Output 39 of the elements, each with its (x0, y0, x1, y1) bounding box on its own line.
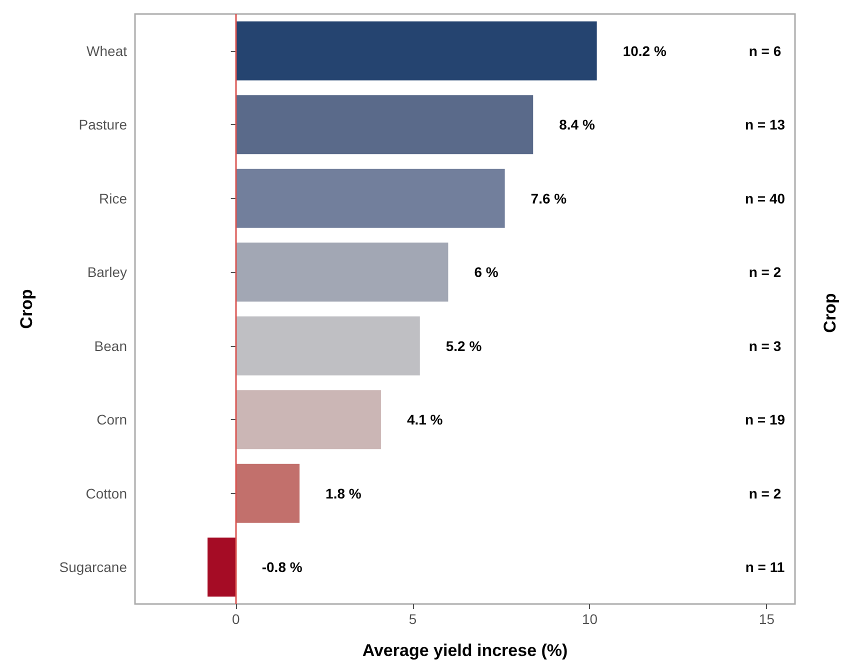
annotation: n = 13 (744, 116, 786, 133)
y-axis-title: Crop (17, 289, 36, 329)
x-tick-label: 10 (582, 611, 598, 627)
bar (236, 21, 597, 80)
x-tick-label: 0 (232, 611, 240, 627)
annotation: n = 6 (748, 42, 782, 59)
data-label: 5.2 % (446, 338, 482, 354)
y2-axis-title: Crop (820, 293, 840, 333)
x-axis-title: Average yield increse (%) (362, 641, 568, 660)
annotation: n = 2 (748, 485, 782, 502)
data-label: 4.1 % (406, 412, 444, 428)
x-tick-label: 5 (408, 611, 417, 627)
bar (236, 242, 448, 302)
y-tick-label: Sugarcane (59, 559, 128, 576)
annotation: n = 11 (745, 559, 785, 576)
y-tick-label: Rice (98, 190, 128, 206)
data-label: 10.2 % (622, 42, 667, 59)
x-tick-label: 15 (758, 611, 775, 627)
y-tick-label: Pasture (78, 116, 128, 133)
data-label: 8.4 % (559, 116, 596, 133)
annotation: n = 3 (748, 338, 782, 354)
y-tick-label: Corn (96, 412, 127, 428)
data-label: 1.8 % (326, 485, 362, 502)
data-label: -0.8 % (262, 559, 303, 576)
bar (236, 168, 505, 228)
bar (236, 390, 381, 450)
y-tick-label: Barley (87, 264, 127, 280)
data-label: 7.6 % (530, 190, 568, 206)
bar (236, 316, 420, 376)
y-tick-label: Bean (94, 338, 127, 354)
annotation: n = 19 (744, 412, 786, 428)
bar (236, 95, 534, 154)
annotation: n = 40 (744, 190, 786, 206)
annotation: n = 2 (748, 264, 782, 280)
bar (236, 464, 300, 523)
data-label: 6 % (474, 264, 499, 280)
y-tick-label: Wheat (86, 42, 128, 59)
bar (208, 538, 236, 597)
y-tick-label: Cotton (86, 485, 127, 502)
